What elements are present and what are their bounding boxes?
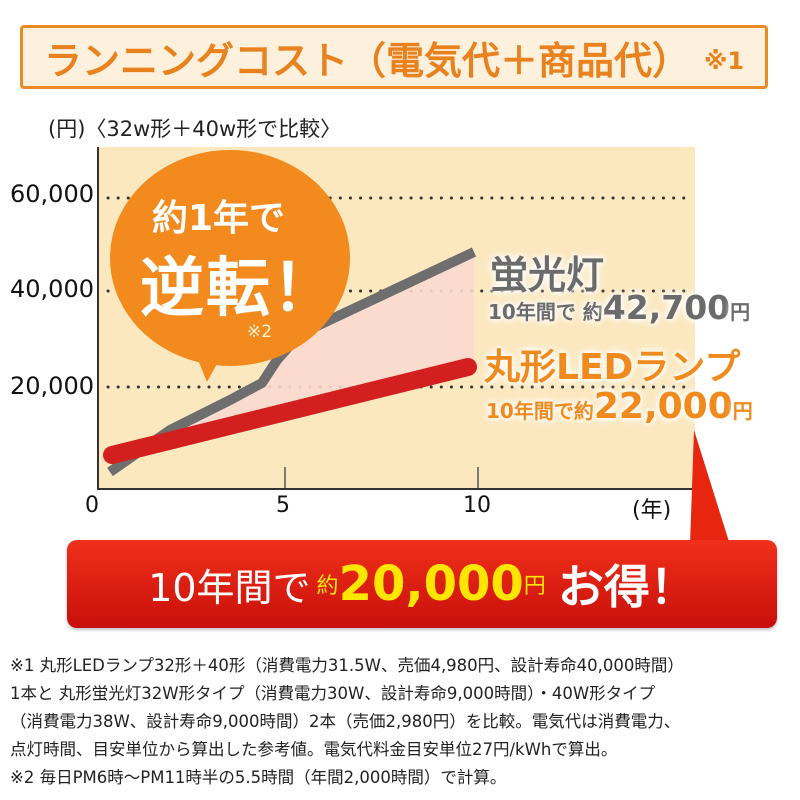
- title-box: ランニングコスト（電気代＋商品代） ※1: [20, 25, 768, 89]
- unit-label: (円)〈32w形＋40w形で比較〉: [48, 117, 342, 141]
- fluorescent-cost-prefix: 10年間で 約: [488, 300, 603, 324]
- savings-banner: 10年間で 約 20,000 円 お得！: [67, 540, 777, 628]
- banner-part1: 10年間で: [148, 565, 311, 610]
- bubble-footnote-ref: ※2: [247, 322, 273, 342]
- x-tick-5: 5: [276, 493, 290, 518]
- y-tick-20000: 20,000: [10, 372, 94, 400]
- x-axis-unit: (年): [632, 498, 672, 523]
- footnote-line: （消費電力38W、設計寿命9,000時間）2本（売価2,980円）を比較。電気代…: [10, 712, 681, 731]
- fluorescent-label: 蛍光灯: [490, 253, 605, 297]
- fluorescent-cost: 10年間で 約42,700円: [488, 288, 750, 327]
- footnotes: ※1 丸形LEDランプ32形＋40形（消費電力31.5W、売価4,980円、設計…: [10, 652, 800, 792]
- banner-pointer: [690, 430, 730, 545]
- y-tick-40000: 40,000: [10, 275, 94, 303]
- x-tick-10: 10: [463, 493, 491, 518]
- footnote-line: ※1 丸形LEDランプ32形＋40形（消費電力31.5W、売価4,980円、設計…: [10, 656, 684, 675]
- footnote-line: 1本と 丸形蛍光灯32W形タイプ（消費電力30W、設計寿命9,000時間）・40…: [10, 684, 656, 703]
- bubble-line1: 約1年で: [152, 198, 286, 239]
- led-cost-unit: 円: [732, 399, 753, 423]
- title-footnote-ref: ※1: [703, 47, 745, 75]
- banner-amount: 20,000: [338, 556, 524, 612]
- y-tick-60000: 60,000: [10, 180, 94, 208]
- banner-part3: お得！: [557, 560, 696, 614]
- led-cost-prefix: 10年間で約: [486, 399, 594, 423]
- led-label: 丸形LEDランプ: [484, 347, 741, 388]
- x-tick-0: 0: [85, 493, 99, 518]
- chart-title: ランニングコスト（電気代＋商品代）: [43, 38, 690, 83]
- fluorescent-cost-unit: 円: [730, 300, 751, 324]
- banner-part2: 約: [316, 574, 339, 599]
- fluorescent-cost-amount: 42,700: [602, 288, 731, 327]
- footnote-line: ※2 毎日PM6時〜PM11時半の5.5時間（年間2,000時間）で計算。: [10, 768, 507, 787]
- led-cost: 10年間で約22,000円: [486, 386, 753, 427]
- banner-unit: 円: [523, 574, 546, 599]
- bubble-line2: 逆転！: [140, 252, 338, 326]
- footnote-line: 点灯時間、目安単位から算出した参考値。電気代料金目安単位27円/kWhで算出。: [10, 740, 618, 759]
- led-cost-amount: 22,000: [593, 386, 733, 427]
